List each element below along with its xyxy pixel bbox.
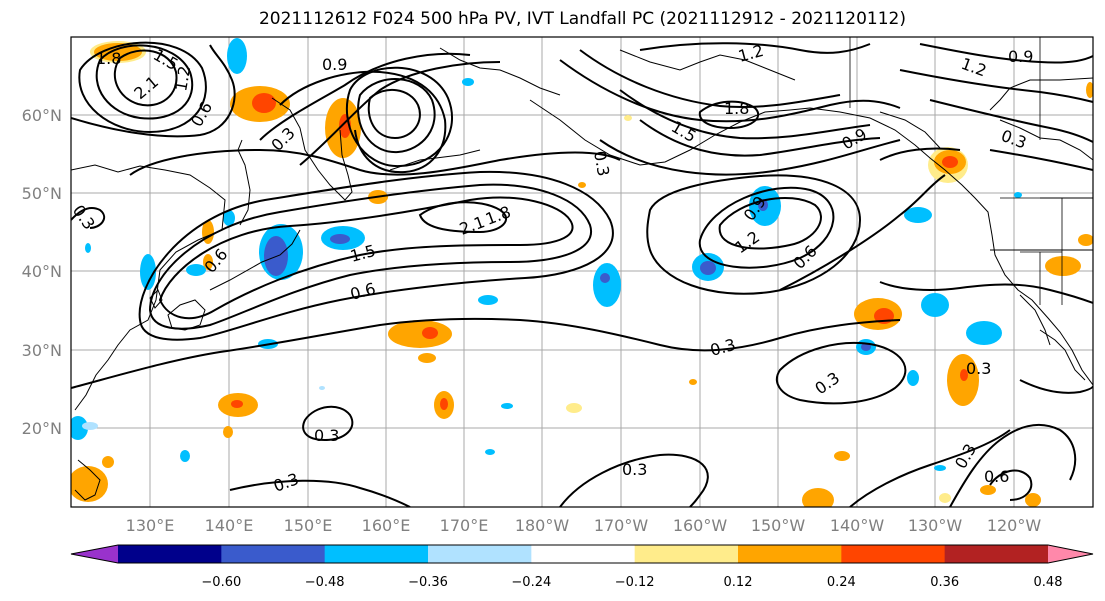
lon-label: 150°E bbox=[284, 516, 333, 535]
colorbar-outline bbox=[70, 544, 1094, 564]
longitude-labels: 130°E 140°E 150°E 160°E 170°E 180°W 170°… bbox=[126, 516, 1042, 535]
colorbar-tick-label: 0.36 bbox=[930, 575, 959, 590]
lon-label: 160°E bbox=[362, 516, 411, 535]
colorbar-segment bbox=[428, 545, 532, 563]
contour-label: 1.8 bbox=[96, 49, 121, 68]
colorbar-tick-label: −0.48 bbox=[305, 575, 345, 590]
contour-label: 1.8 bbox=[724, 99, 749, 118]
lon-label: 130°E bbox=[126, 516, 175, 535]
colorbar-extend-high bbox=[1048, 545, 1093, 563]
lon-label: 120°W bbox=[987, 516, 1042, 535]
lon-label: 160°W bbox=[673, 516, 728, 535]
contour-label: 0.9 bbox=[322, 55, 347, 74]
positive-anomaly bbox=[71, 41, 1093, 507]
lon-label: 140°W bbox=[830, 516, 885, 535]
coastlines bbox=[71, 47, 1093, 501]
colorbar-segment bbox=[738, 545, 842, 563]
colorbar-tick-label: 0.48 bbox=[1034, 575, 1063, 590]
contour-label: 1.2 bbox=[171, 64, 194, 92]
colorbar-tick-label: 0.12 bbox=[724, 575, 753, 590]
country-borders bbox=[849, 37, 1093, 305]
lat-label: 40°N bbox=[22, 262, 62, 281]
colorbar-segment bbox=[324, 545, 429, 563]
ivt-anomaly-shading bbox=[71, 38, 1093, 507]
contour-label: 0.3 bbox=[966, 359, 991, 378]
colorbar-extend-low bbox=[71, 545, 118, 563]
contour-label: 0.9 bbox=[1008, 47, 1033, 66]
map-frame bbox=[70, 36, 1094, 508]
negative-anomaly bbox=[71, 38, 1022, 471]
colorbar-segment bbox=[634, 545, 739, 563]
colorbar-segment bbox=[531, 545, 636, 563]
lat-label: 50°N bbox=[22, 184, 62, 203]
colorbar-tick-label: −0.60 bbox=[201, 575, 241, 590]
colorbar-segment bbox=[221, 545, 326, 563]
colorbar-tick-label: 0.24 bbox=[827, 575, 856, 590]
colorbar-tick-label: −0.24 bbox=[511, 575, 551, 590]
lon-label: 170°W bbox=[594, 516, 649, 535]
colorbar-tick-labels: −0.60 −0.48 −0.36 −0.24 −0.12 0.12 0.24 0.36 0.4… bbox=[201, 575, 1063, 590]
colorbar-tick-label: −0.12 bbox=[615, 575, 655, 590]
pv-contours bbox=[71, 41, 1093, 507]
map-area bbox=[71, 37, 1093, 507]
lat-label: 30°N bbox=[22, 341, 62, 360]
contour-label: 0.3 bbox=[590, 149, 613, 177]
lon-label: 140°E bbox=[205, 516, 254, 535]
contour-label: 0.3 bbox=[314, 426, 339, 445]
colorbar-segment bbox=[841, 545, 946, 563]
contour-label: 0.3 bbox=[622, 460, 647, 479]
lon-label: 130°W bbox=[908, 516, 963, 535]
colorbar: −0.60 −0.48 −0.36 −0.24 −0.12 0.12 0.24 0.36 0.4… bbox=[70, 544, 1094, 590]
map-title: 2021112612 F024 500 hPa PV, IVT Landfall… bbox=[258, 9, 906, 29]
colorbar-segment bbox=[118, 545, 222, 563]
latitude-labels: 60°N 50°N 40°N 30°N 20°N bbox=[22, 106, 62, 438]
lon-label: 180°W bbox=[515, 516, 570, 535]
colorbar-tick-label: −0.36 bbox=[408, 575, 448, 590]
lon-label: 170°E bbox=[440, 516, 489, 535]
colorbar-segment bbox=[944, 545, 1049, 563]
lat-label: 60°N bbox=[22, 106, 62, 125]
lon-label: 150°W bbox=[751, 516, 806, 535]
lat-label: 20°N bbox=[22, 419, 62, 438]
contour-label: 0.6 bbox=[984, 467, 1009, 486]
